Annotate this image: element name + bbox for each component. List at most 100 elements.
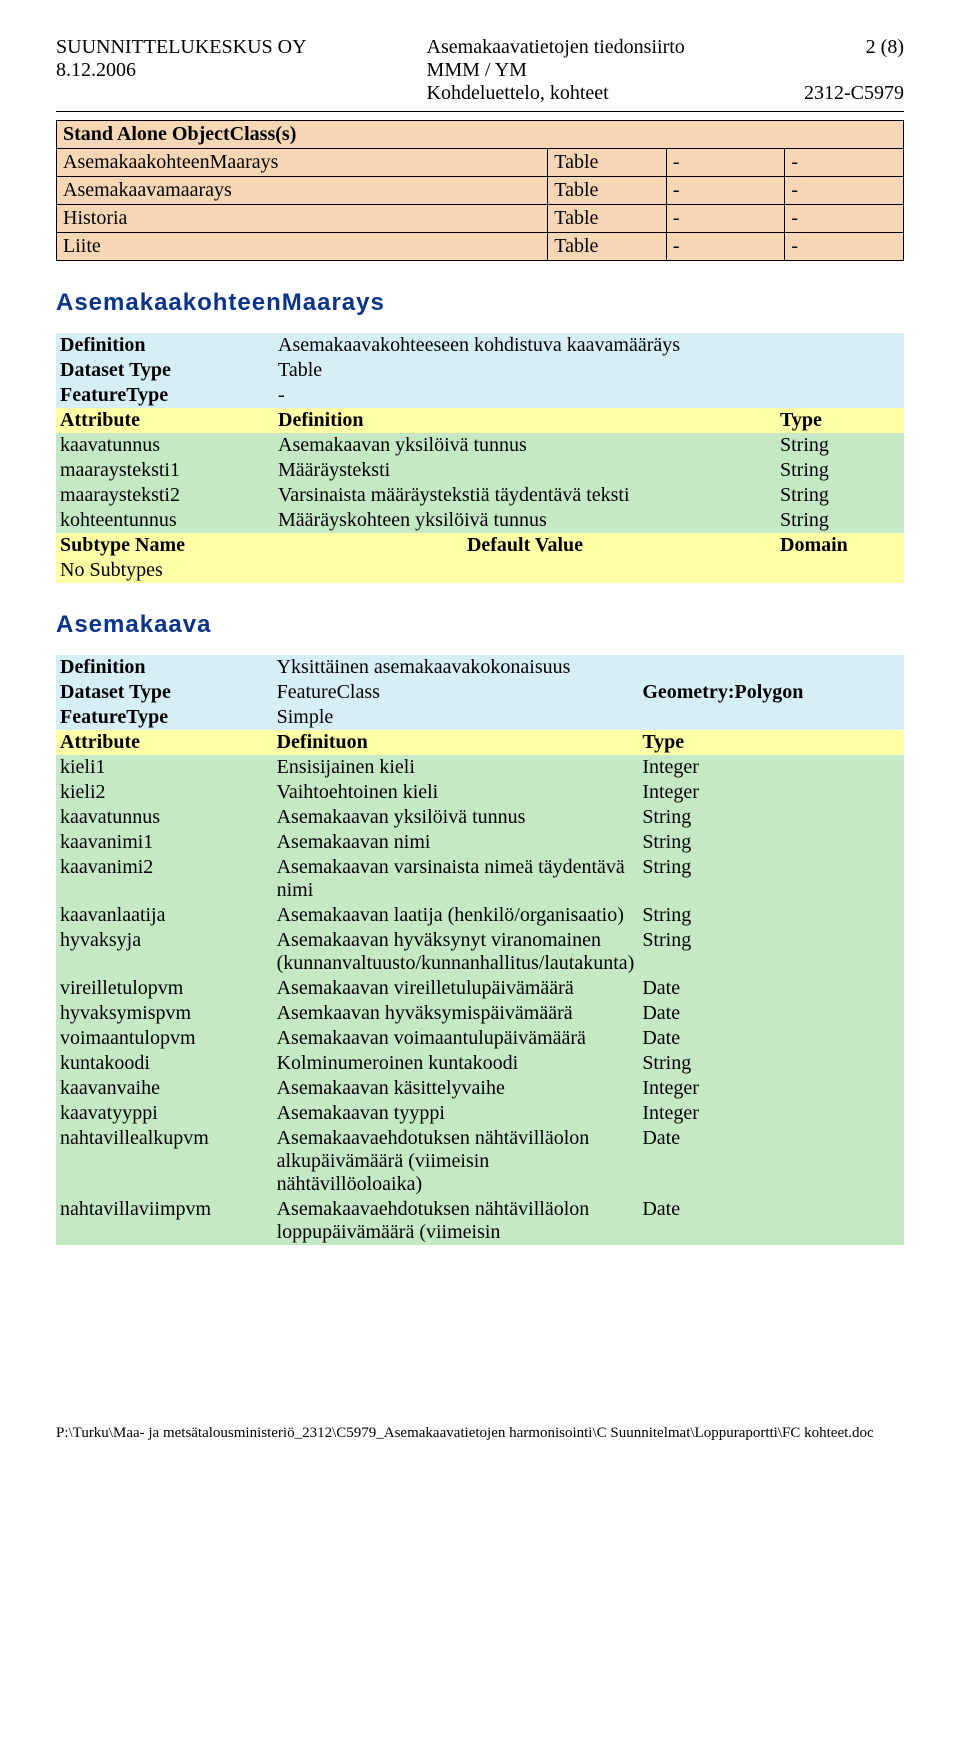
sao-heading: Stand Alone ObjectClass(s) bbox=[57, 121, 904, 149]
sao-name: AsemakaakohteenMaarays bbox=[57, 149, 548, 177]
attr-type: String bbox=[638, 1051, 904, 1076]
sao-c3: - bbox=[666, 149, 785, 177]
attr-name: kaavanlaatija bbox=[56, 903, 273, 928]
dataset-type-label: Dataset Type bbox=[56, 358, 274, 383]
attr-name: nahtavillaviimpvm bbox=[56, 1197, 273, 1245]
attr-type: Date bbox=[638, 1001, 904, 1026]
feature-type-value-2: Simple bbox=[273, 705, 639, 730]
sao-c2: Table bbox=[548, 233, 667, 261]
sao-c4: - bbox=[785, 177, 904, 205]
attr-name: nahtavillealkupvm bbox=[56, 1126, 273, 1197]
attr-type: String bbox=[776, 508, 904, 533]
attr-name: maaraysteksti2 bbox=[56, 483, 274, 508]
feature-type-value: - bbox=[274, 383, 904, 408]
sao-c2: Table bbox=[548, 149, 667, 177]
attr-name: vireilletulopvm bbox=[56, 976, 273, 1001]
stand-alone-table: Stand Alone ObjectClass(s) Asemakaakohte… bbox=[56, 120, 904, 261]
attr-def: Määräysteksti bbox=[274, 458, 776, 483]
title-line-3: Kohdeluettelo, kohteet bbox=[427, 82, 784, 105]
attr-def: Asemkaavan hyväksymispäivämäärä bbox=[273, 1001, 639, 1026]
attr-name: hyvaksymispvm bbox=[56, 1001, 273, 1026]
attr-h2: Definition bbox=[274, 408, 776, 433]
attr-type: Integer bbox=[638, 1101, 904, 1126]
sao-name: Historia bbox=[57, 205, 548, 233]
attr-type: String bbox=[638, 855, 904, 903]
sao-c4: - bbox=[785, 149, 904, 177]
attr2-h2: Definituon bbox=[273, 730, 639, 755]
document-date: 8.12.2006 bbox=[56, 59, 307, 82]
attr-def: Asemakaavaehdotuksen nähtävilläolon alku… bbox=[273, 1126, 639, 1197]
title-line-1: Asemakaavatietojen tiedonsiirto bbox=[427, 36, 784, 59]
sao-c2: Table bbox=[548, 177, 667, 205]
dataset-type-value-2: FeatureClass bbox=[273, 680, 639, 705]
attr-type: Integer bbox=[638, 1076, 904, 1101]
attr-def: Ensisijainen kieli bbox=[273, 755, 639, 780]
def-label-2: Definition bbox=[56, 655, 273, 680]
attr-type: String bbox=[638, 928, 904, 976]
attr-name: kaavanimi1 bbox=[56, 830, 273, 855]
dataset-type-label-2: Dataset Type bbox=[56, 680, 273, 705]
sao-c3: - bbox=[666, 205, 785, 233]
attr-def: Asemakaavan varsinaista nimeä täydentävä… bbox=[273, 855, 639, 903]
attr-name: hyvaksyja bbox=[56, 928, 273, 976]
attr-name: kaavanimi2 bbox=[56, 855, 273, 903]
attr-type: String bbox=[638, 830, 904, 855]
sao-name: Liite bbox=[57, 233, 548, 261]
sao-c3: - bbox=[666, 177, 785, 205]
attr-type: String bbox=[776, 433, 904, 458]
definition-table-1: Definition Asemakaavakohteeseen kohdistu… bbox=[56, 333, 904, 583]
attr-def: Kolminumeroinen kuntakoodi bbox=[273, 1051, 639, 1076]
geometry-label: Geometry:Polygon bbox=[638, 655, 904, 730]
doc-code: 2312-C5979 bbox=[784, 82, 904, 105]
sub-none: No Subtypes bbox=[56, 558, 904, 583]
sao-c4: - bbox=[785, 233, 904, 261]
attr-h1: Attribute bbox=[56, 408, 274, 433]
attr-def: Varsinaista määräystekstiä täydentävä te… bbox=[274, 483, 776, 508]
attr-type: String bbox=[638, 805, 904, 830]
attr-def: Asemakaavan yksilöivä tunnus bbox=[274, 433, 776, 458]
footer-path: P:\Turku\Maa- ja metsätalousministeriö_2… bbox=[56, 1425, 904, 1442]
attr-def: Asemakaavan käsittelyvaihe bbox=[273, 1076, 639, 1101]
definition-table-2: Definition Yksittäinen asemakaavakokonai… bbox=[56, 655, 904, 1245]
sub-h2: Default Value bbox=[274, 533, 776, 558]
attr-type: Date bbox=[638, 1026, 904, 1051]
attr-type: String bbox=[776, 483, 904, 508]
attr-name: kuntakoodi bbox=[56, 1051, 273, 1076]
attr-def: Asemakaavan yksilöivä tunnus bbox=[273, 805, 639, 830]
attr-name: kieli2 bbox=[56, 780, 273, 805]
attr-name: kaavanvaihe bbox=[56, 1076, 273, 1101]
attr-h3: Type bbox=[776, 408, 904, 433]
attr-def: Asemakaavan nimi bbox=[273, 830, 639, 855]
def-value: Asemakaavakohteeseen kohdistuva kaavamää… bbox=[274, 333, 904, 358]
attr-name: kohteentunnus bbox=[56, 508, 274, 533]
attr-def: Asemakaavan hyväksynyt viranomainen (kun… bbox=[273, 928, 639, 976]
attr-def: Asemakaavan laatija (henkilö/organisaati… bbox=[273, 903, 639, 928]
attr-def: Määräyskohteen yksilöivä tunnus bbox=[274, 508, 776, 533]
title-line-2: MMM / YM bbox=[427, 59, 784, 82]
page-number: 2 (8) bbox=[784, 36, 904, 59]
attr-def: Vaihtoehtoinen kieli bbox=[273, 780, 639, 805]
attr-name: kaavatunnus bbox=[56, 805, 273, 830]
page-header: SUUNNITTELUKESKUS OY 8.12.2006 Asemakaav… bbox=[56, 36, 904, 105]
def-value-2: Yksittäinen asemakaavakokonaisuus bbox=[273, 655, 639, 680]
attr-name: kaavatunnus bbox=[56, 433, 274, 458]
attr-def: Asemakaavan tyyppi bbox=[273, 1101, 639, 1126]
attr-type: String bbox=[776, 458, 904, 483]
attr-name: voimaantulopvm bbox=[56, 1026, 273, 1051]
attr-def: Asemakaavan vireilletulupäivämäärä bbox=[273, 976, 639, 1001]
attr-type: Integer bbox=[638, 755, 904, 780]
attr-type: Date bbox=[638, 1197, 904, 1245]
dataset-type-value: Table bbox=[274, 358, 904, 383]
sao-c2: Table bbox=[548, 205, 667, 233]
sub-h1: Subtype Name bbox=[56, 533, 274, 558]
company-name: SUUNNITTELUKESKUS OY bbox=[56, 36, 307, 59]
feature-type-label-2: FeatureType bbox=[56, 705, 273, 730]
attr-name: maaraysteksti1 bbox=[56, 458, 274, 483]
attr-def: Asemakaavan voimaantulupäivämäärä bbox=[273, 1026, 639, 1051]
sao-c3: - bbox=[666, 233, 785, 261]
attr-name: kaavatyyppi bbox=[56, 1101, 273, 1126]
sao-name: Asemakaavamaarays bbox=[57, 177, 548, 205]
attr-def: Asemakaavaehdotuksen nähtävilläolon lopp… bbox=[273, 1197, 639, 1245]
attr-type: Date bbox=[638, 976, 904, 1001]
attr-name: kieli1 bbox=[56, 755, 273, 780]
